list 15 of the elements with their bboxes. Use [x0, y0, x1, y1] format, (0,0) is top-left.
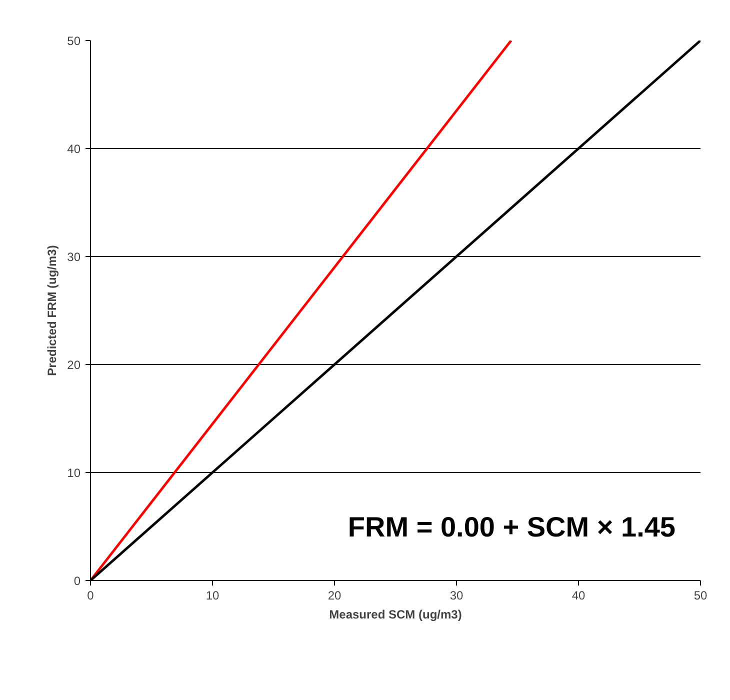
y-axis-title: Predicted FRM (ug/m3) [45, 245, 60, 376]
x-tick-label: 10 [206, 588, 220, 602]
x-tick-label: 0 [87, 588, 94, 602]
y-tick-label: 30 [67, 250, 81, 264]
annotation: FRM = 0.00 + SCM × 1.45 [348, 512, 676, 542]
x-tick-label: 30 [450, 588, 464, 602]
x-tick-label: 40 [572, 588, 586, 602]
x-tick-label: 20 [328, 588, 342, 602]
x-tick-label: 50 [694, 588, 708, 602]
x-axis-title: Measured SCM (ug/m3) [329, 608, 462, 622]
y-tick-label: 50 [67, 34, 81, 48]
y-tick-label: 10 [67, 466, 81, 480]
y-tick-label: 0 [74, 574, 81, 588]
y-tick-label: 40 [67, 142, 81, 156]
y-tick-label: 20 [67, 358, 81, 372]
